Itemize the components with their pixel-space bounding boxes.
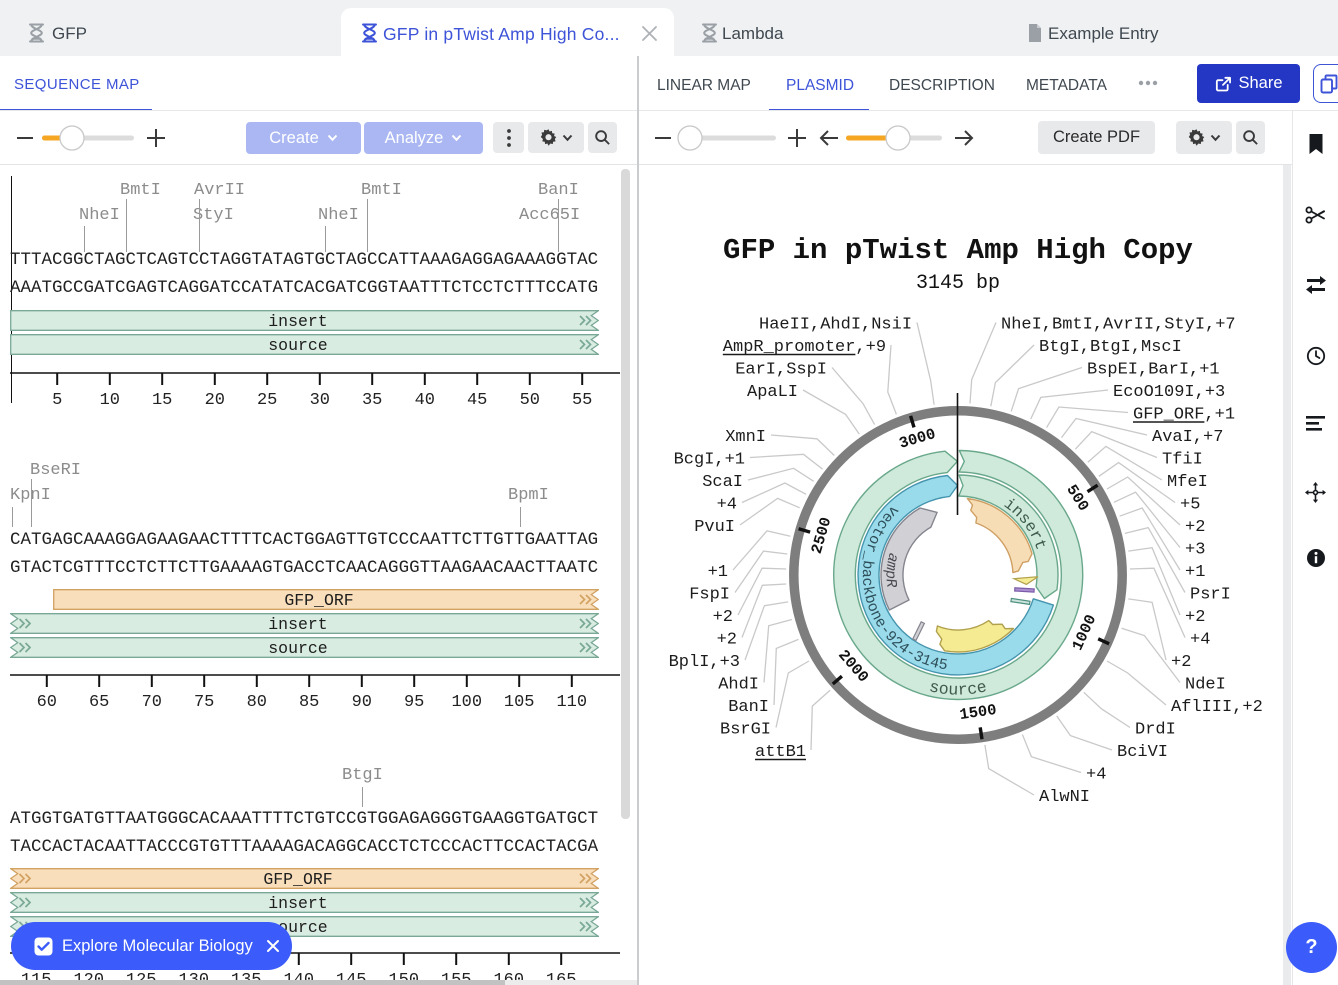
svg-text:source: source: [928, 677, 989, 699]
svg-text:15: 15: [152, 391, 172, 410]
svg-text:70: 70: [142, 693, 162, 712]
svg-text:BciVI: BciVI: [1117, 743, 1168, 762]
svg-text:3145 bp: 3145 bp: [916, 272, 1000, 295]
svg-text:AmpR_promoter,+9: AmpR_promoter,+9: [723, 338, 886, 357]
svg-text:ampR: ampR: [881, 551, 901, 589]
svg-text:PsrI: PsrI: [1190, 586, 1231, 605]
svg-text:AlwNI: AlwNI: [1039, 788, 1090, 807]
svg-text:NdeI: NdeI: [1185, 676, 1226, 695]
svg-text:+2: +2: [1171, 653, 1191, 672]
svg-text:+2: +2: [1185, 518, 1205, 537]
svg-text:GFP_ORF: GFP_ORF: [284, 591, 353, 610]
svg-text:500: 500: [1062, 481, 1092, 514]
svg-text:3000: 3000: [897, 425, 938, 453]
svg-text:EarI,SspI: EarI,SspI: [735, 361, 827, 380]
svg-text:TfiI: TfiI: [1162, 451, 1203, 470]
svg-text:BtgI,BtgI,MscI: BtgI,BtgI,MscI: [1039, 338, 1182, 357]
svg-text:35: 35: [362, 391, 382, 410]
svg-text:ApaLI: ApaLI: [747, 383, 798, 402]
svg-text:45: 45: [467, 391, 487, 410]
svg-text:+1: +1: [708, 563, 728, 582]
svg-text:+2: +2: [713, 608, 733, 627]
svg-text:55: 55: [572, 391, 592, 410]
svg-text:105: 105: [504, 693, 535, 712]
svg-text:50: 50: [520, 391, 540, 410]
svg-text:80: 80: [247, 693, 267, 712]
svg-text:85: 85: [299, 693, 319, 712]
svg-text:insert: insert: [268, 894, 327, 913]
svg-text:90: 90: [352, 693, 372, 712]
svg-text:insert: insert: [268, 615, 327, 634]
svg-text:FspI: FspI: [689, 586, 730, 605]
svg-text:NheI,BmtI,AvrII,StyI,+7: NheI,BmtI,AvrII,StyI,+7: [1001, 316, 1236, 335]
svg-text:GFP in pTwist Amp High Copy: GFP in pTwist Amp High Copy: [723, 234, 1193, 267]
svg-text:+2: +2: [717, 631, 737, 650]
svg-text:+4: +4: [1086, 766, 1106, 785]
svg-text:PvuI: PvuI: [694, 518, 735, 537]
svg-text:+4: +4: [1190, 631, 1210, 650]
svg-text:2500: 2500: [808, 515, 836, 556]
svg-text:110: 110: [556, 693, 587, 712]
svg-text:40: 40: [415, 391, 435, 410]
svg-text:HaeII,AhdI,NsiI: HaeII,AhdI,NsiI: [759, 316, 912, 335]
svg-text:GFP_ORF,+1: GFP_ORF,+1: [1133, 406, 1235, 425]
svg-text:GFP_ORF: GFP_ORF: [263, 870, 332, 889]
svg-text:+5: +5: [1180, 496, 1200, 515]
svg-text:AvaI,+7: AvaI,+7: [1152, 428, 1223, 447]
svg-text:+1: +1: [1185, 563, 1205, 582]
svg-text:60: 60: [37, 693, 57, 712]
svg-text:100: 100: [451, 693, 482, 712]
svg-text:1500: 1500: [958, 701, 997, 724]
svg-text:attB1: attB1: [755, 743, 806, 762]
svg-text:BanI: BanI: [728, 698, 769, 717]
svg-text:insert: insert: [268, 312, 327, 331]
svg-text:MfeI: MfeI: [1167, 473, 1208, 492]
svg-text:+3: +3: [1185, 541, 1205, 560]
svg-text:+4: +4: [717, 496, 737, 515]
svg-text:95: 95: [404, 693, 424, 712]
svg-text:65: 65: [89, 693, 109, 712]
svg-text:AhdI: AhdI: [718, 676, 759, 695]
svg-text:25: 25: [257, 391, 277, 410]
svg-text:XmnI: XmnI: [725, 428, 766, 447]
svg-text:BcgI,+1: BcgI,+1: [674, 451, 745, 470]
svg-text:source: source: [268, 639, 327, 658]
svg-text:+2: +2: [1185, 608, 1205, 627]
svg-text:20: 20: [205, 391, 225, 410]
svg-text:BspEI,BarI,+1: BspEI,BarI,+1: [1087, 361, 1220, 380]
svg-text:75: 75: [194, 693, 214, 712]
svg-text:AflIII,+2: AflIII,+2: [1171, 698, 1263, 717]
svg-text:BplI,+3: BplI,+3: [669, 653, 740, 672]
svg-text:EcoO109I,+3: EcoO109I,+3: [1113, 383, 1225, 402]
svg-text:30: 30: [310, 391, 330, 410]
svg-text:5: 5: [52, 391, 62, 410]
svg-text:BsrGI: BsrGI: [720, 721, 771, 740]
svg-text:ScaI: ScaI: [702, 473, 743, 492]
svg-text:source: source: [268, 336, 327, 355]
svg-text:10: 10: [100, 391, 120, 410]
svg-text:DrdI: DrdI: [1135, 721, 1176, 740]
